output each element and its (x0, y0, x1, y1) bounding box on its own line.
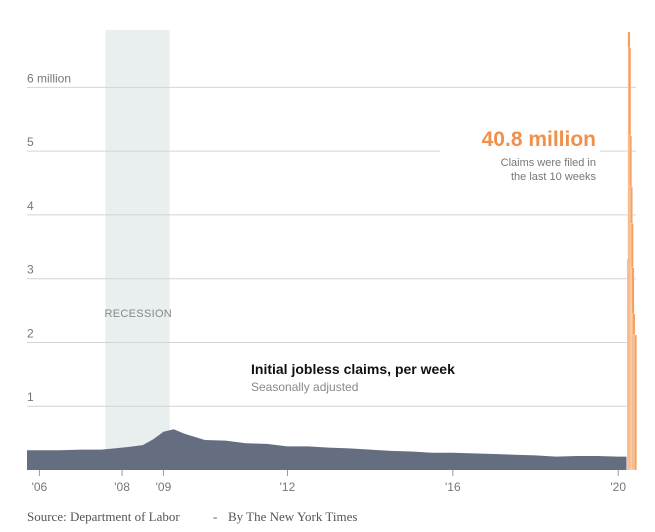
background-layer: 1 2 3 4 5 6 million (27, 30, 636, 476)
total-note: the last 10 weeks (511, 171, 596, 183)
label-layer: 40.8 million Claims were filed in the la… (27, 125, 626, 524)
credit: By The New York Times (228, 509, 357, 524)
claims-area (27, 429, 627, 470)
separator: - (213, 509, 217, 524)
x-tick-label: '16 (445, 480, 461, 494)
y-tick-label: 5 (27, 135, 34, 149)
y-tick-label: 3 (27, 263, 34, 277)
y-tick-label: 1 (27, 390, 34, 404)
chart-sublabel: Seasonally adjusted (251, 380, 358, 394)
total-annotation: 40.8 million (482, 128, 596, 151)
source: Source: Department of Labor (27, 509, 180, 524)
x-tick-label: '20 (610, 480, 626, 494)
x-tick-label: '12 (280, 480, 296, 494)
y-tick-label: 4 (27, 199, 34, 213)
total-note: Claims were filed in (501, 157, 596, 169)
x-tick-label: '08 (114, 480, 130, 494)
recession-label: RECESSION (105, 308, 173, 320)
y-tick-label: 6 million (27, 71, 71, 85)
y-tick-label: 2 (27, 326, 34, 340)
marks-layer (27, 31, 637, 471)
x-tick-label: '09 (156, 480, 172, 494)
annotation-backdrop (440, 125, 600, 185)
chart-label: Initial jobless claims, per week (251, 361, 455, 377)
recession-band (105, 30, 170, 470)
claims-bar (634, 334, 637, 471)
x-tick-label: '06 (32, 480, 48, 494)
